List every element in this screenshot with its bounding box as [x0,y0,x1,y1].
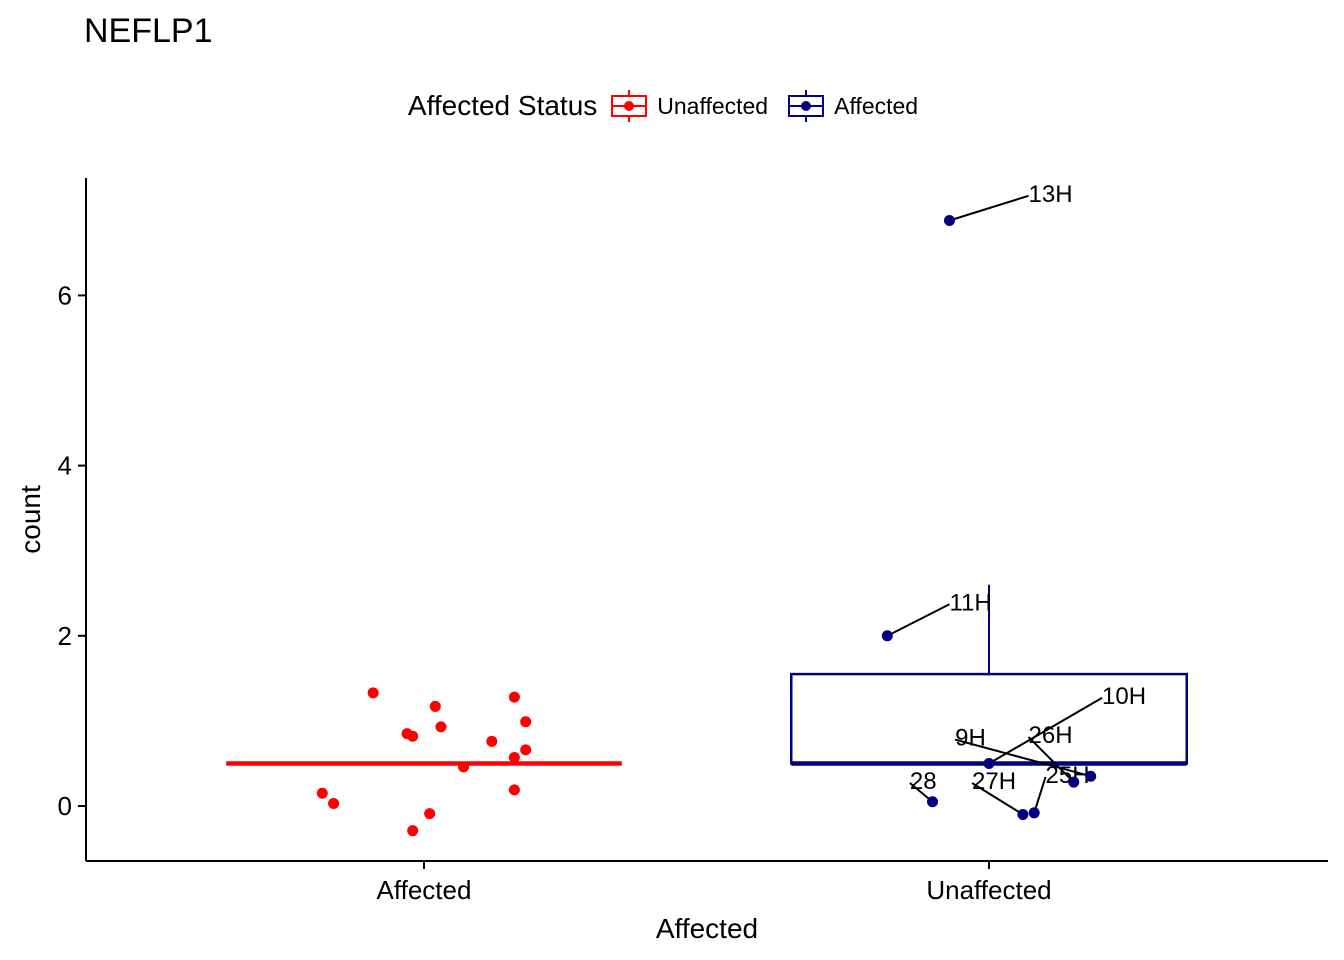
y-tick-label: 6 [58,280,72,310]
point-label: 9H [955,725,986,752]
data-point [435,721,447,733]
data-point [1028,807,1040,819]
data-point [328,797,340,809]
legend-key-unaffected [611,90,648,122]
point-label-segment [886,603,950,637]
point-label-segment [971,782,1024,816]
y-tick-label: 4 [58,451,72,481]
data-point [407,730,419,742]
point-label-segment [954,738,1091,778]
y-tick-label: 0 [58,791,72,821]
data-point [316,787,328,799]
data-point [508,751,520,763]
data-point [881,630,893,642]
x-axis-title: Affected [656,913,758,944]
legend-key-affected [788,90,825,122]
point-label: 27H [972,768,1016,795]
legend-label-unaffected: Unaffected [657,92,769,119]
point-label: 10H [1102,683,1146,710]
data-point [486,735,498,747]
legend-label-affected: Affected [834,92,919,119]
data-point [1085,770,1097,782]
data-point [407,825,419,837]
data-point [520,716,532,728]
data-point [458,761,470,773]
x-tick-label: Affected [377,875,472,905]
point-label-segment [1027,736,1075,783]
legend-title: Affected Status [407,90,598,121]
y-axis-title: count [15,485,46,554]
data-point [367,687,379,699]
data-point [508,784,520,796]
data-point [429,700,441,712]
point-label-segment [1033,776,1047,814]
point-label: 28 [910,768,937,795]
point-label: 13H [1029,181,1073,208]
data-point [508,691,520,703]
legend: Affected Status Unaffected Affected [0,88,1344,124]
data-point [1017,809,1029,821]
data-point [943,215,955,227]
x-tick-label: Unaffected [926,875,1051,905]
data-point [1068,776,1080,788]
chart-title: NEFLP1 [84,12,213,50]
point-label-segment [949,194,1029,222]
data-point [983,757,995,769]
data-point [424,808,436,820]
point-label-segment [988,697,1103,765]
y-tick-label: 2 [58,621,72,651]
data-point [927,796,938,808]
point-label: 11H [949,589,991,616]
data-point [520,744,532,756]
